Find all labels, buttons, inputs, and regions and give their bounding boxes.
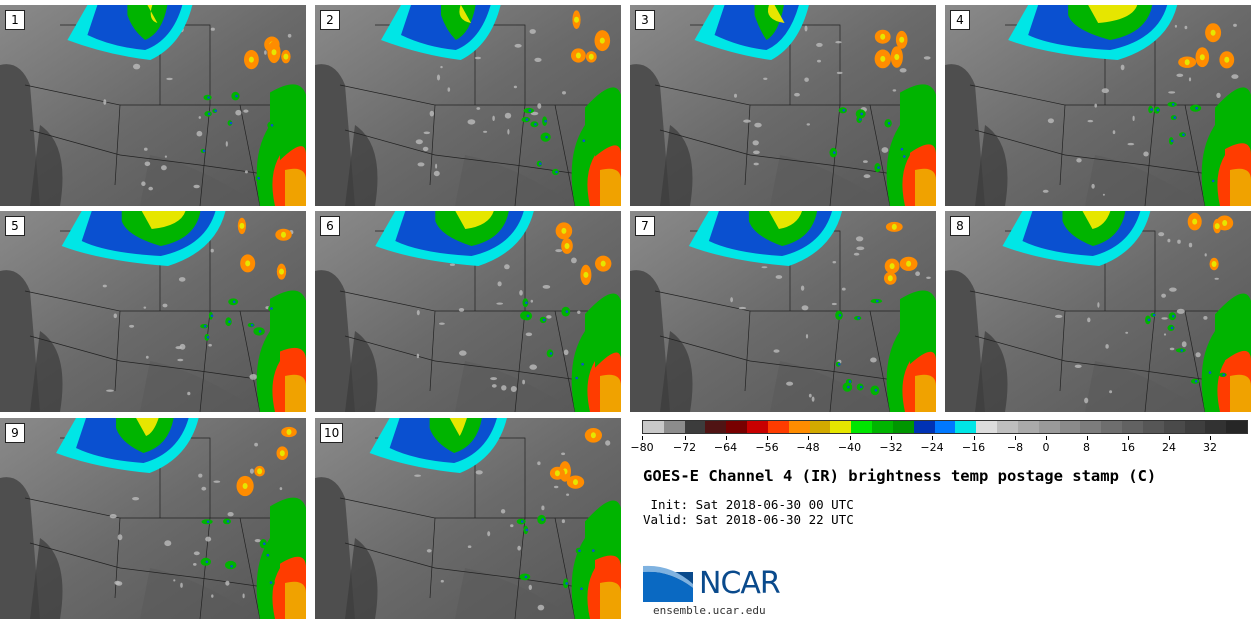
colorbar-tick-label: −40	[837, 441, 862, 454]
colorbar-tick-label: −80	[630, 441, 654, 454]
panel-number: 4	[950, 10, 970, 30]
colorbar-tick-mark	[1128, 436, 1129, 440]
ensemble-panel-7: 7	[630, 211, 936, 412]
colorbar-swatch	[767, 421, 789, 433]
colorbar-tick-label: 16	[1121, 441, 1135, 454]
colorbar-tick-label: −32	[879, 441, 903, 454]
colorbar-swatch	[1163, 421, 1185, 433]
satellite-map	[945, 211, 1251, 412]
colorbar-swatch	[705, 421, 727, 433]
colorbar-tick-label: 32	[1203, 441, 1217, 454]
satellite-map	[315, 418, 621, 619]
ncar-swoosh-icon	[643, 565, 693, 602]
colorbar-swatch	[726, 421, 748, 433]
ensemble-panel-6: 6	[315, 211, 621, 412]
colorbar-swatch	[997, 421, 1018, 433]
colorbar-tick-mark	[1015, 436, 1016, 440]
colorbar-tick-mark	[684, 436, 686, 440]
colorbar-tick-label: 8	[1083, 441, 1090, 454]
colorbar-tick-label: −56	[755, 441, 779, 454]
colorbar-swatch	[1205, 421, 1227, 433]
colorbar-swatch	[1101, 421, 1123, 433]
panel-number: 2	[320, 10, 340, 30]
colorbar-swatch	[913, 421, 935, 433]
satellite-map	[315, 211, 621, 412]
colorbar-swatch	[851, 421, 873, 433]
colorbar-tick-mark	[1046, 436, 1047, 440]
satellite-map	[0, 211, 306, 412]
satellite-map	[630, 211, 936, 412]
website-link[interactable]: ensemble.ucar.edu	[653, 604, 766, 617]
ensemble-panel-4: 4	[945, 5, 1251, 206]
colorbar-swatch	[809, 421, 831, 433]
colorbar-ticks: −80 −72 −64 −56 −48 −40 −32 −24 −16 −8 0 8 16 24 32	[630, 436, 1248, 460]
colorbar: −80 −72 −64 −56 −48 −40 −32 −24 −16 −8 0 8 16 24 32	[630, 420, 1248, 460]
colorbar-tick-mark	[808, 436, 809, 440]
colorbar-swatch	[1122, 421, 1143, 433]
colorbar-swatch	[1059, 421, 1081, 433]
ensemble-panel-9: 9	[0, 418, 306, 619]
colorbar-tick-mark	[1210, 436, 1211, 440]
colorbar-swatch	[1142, 421, 1164, 433]
satellite-map	[630, 5, 936, 206]
colorbar-tick-label: −8	[1006, 441, 1024, 454]
panel-number: 10	[320, 423, 344, 443]
satellite-map	[0, 5, 306, 206]
init-time: Init: Sat 2018-06-30 00 UTC	[643, 497, 854, 512]
colorbar-tick-label: −72	[672, 441, 697, 454]
colorbar-tick-label: 24	[1162, 441, 1176, 454]
panel-number: 3	[635, 10, 655, 30]
ncar-logo: NCAR	[643, 562, 793, 604]
colorbar-swatch	[1080, 421, 1102, 433]
colorbar-swatch	[1226, 421, 1248, 433]
colorbar-tick-mark	[849, 436, 851, 440]
colorbar-swatch	[872, 421, 893, 433]
colorbar-swatch	[830, 421, 852, 433]
panel-number: 7	[635, 216, 655, 236]
panel-number: 9	[5, 423, 25, 443]
colorbar-tick-mark	[767, 436, 768, 440]
colorbar-swatch	[788, 421, 810, 433]
figure-title: GOES-E Channel 4 (IR) brightness temp po…	[643, 467, 1157, 485]
colorbar-swatch	[663, 421, 685, 433]
colorbar-tick-mark	[1086, 436, 1088, 440]
colorbar-swatch	[934, 421, 956, 433]
colorbar-swatch	[1038, 421, 1060, 433]
colorbar-swatch	[955, 421, 977, 433]
colorbar-swatch	[643, 421, 664, 433]
ensemble-panel-1: 1	[0, 5, 306, 206]
ensemble-panel-5: 5	[0, 211, 306, 412]
colorbar-swatch	[1017, 421, 1039, 433]
colorbar-swatch	[747, 421, 768, 433]
satellite-map	[0, 418, 306, 619]
ncar-logo-text: NCAR	[699, 566, 781, 601]
colorbar-tick-label: 0	[1042, 441, 1050, 454]
ensemble-panel-10: 10	[315, 418, 621, 619]
colorbar-tick-label: −24	[920, 441, 944, 454]
panel-number: 1	[5, 10, 25, 30]
colorbar-swatch	[892, 421, 914, 433]
colorbar-tick-mark	[642, 436, 643, 440]
panel-number: 6	[320, 216, 340, 236]
valid-time: Valid: Sat 2018-06-30 22 UTC	[643, 512, 854, 527]
satellite-map	[945, 5, 1251, 206]
colorbar-swatches	[642, 420, 1248, 434]
colorbar-tick-mark	[891, 436, 892, 440]
ensemble-panel-3: 3	[630, 5, 936, 206]
ensemble-panel-8: 8	[945, 211, 1251, 412]
colorbar-tick-label: −48	[796, 441, 820, 454]
colorbar-swatch	[976, 421, 998, 433]
panel-number: 5	[5, 216, 25, 236]
ensemble-panel-2: 2	[315, 5, 621, 206]
colorbar-tick-mark	[1169, 436, 1170, 440]
colorbar-tick-mark	[932, 436, 933, 440]
colorbar-tick-label: −16	[961, 441, 986, 454]
colorbar-swatch	[1184, 421, 1206, 433]
colorbar-swatch	[684, 421, 706, 433]
panel-number: 8	[950, 216, 970, 236]
colorbar-tick-label: −64	[713, 441, 738, 454]
colorbar-tick-mark	[725, 436, 727, 440]
satellite-map	[315, 5, 621, 206]
colorbar-tick-mark	[973, 436, 975, 440]
